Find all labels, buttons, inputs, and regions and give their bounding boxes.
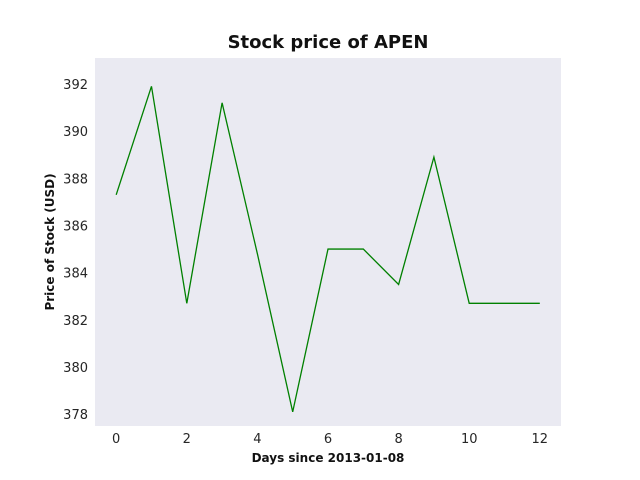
x-tick-label: 10 [461,432,478,447]
x-tick-label: 4 [253,432,261,447]
y-tick-label: 392 [63,78,88,93]
chart-title: Stock price of APEN [228,32,429,53]
y-tick-label: 390 [63,125,88,140]
x-tick-label: 6 [324,432,332,447]
y-tick-label: 380 [63,361,88,376]
y-tick-label: 378 [63,408,88,423]
y-tick-label: 382 [63,314,88,329]
y-axis-label: Price of Stock (USD) [43,173,57,310]
y-tick-label: 386 [63,219,88,234]
x-axis-label: Days since 2013-01-08 [252,451,405,465]
x-tick-label: 2 [183,432,191,447]
y-tick-label: 388 [63,172,88,187]
x-tick-label: 0 [112,432,120,447]
plot-area [95,58,561,426]
y-axis-ticks: 378 380 382 384 386 388 390 392 [63,78,88,423]
series-line [115,86,540,412]
x-tick-label: 8 [394,432,402,447]
y-tick-label: 384 [63,267,88,282]
x-axis-ticks: 0 2 4 6 8 10 12 [112,432,548,447]
x-tick-label: 12 [532,432,549,447]
